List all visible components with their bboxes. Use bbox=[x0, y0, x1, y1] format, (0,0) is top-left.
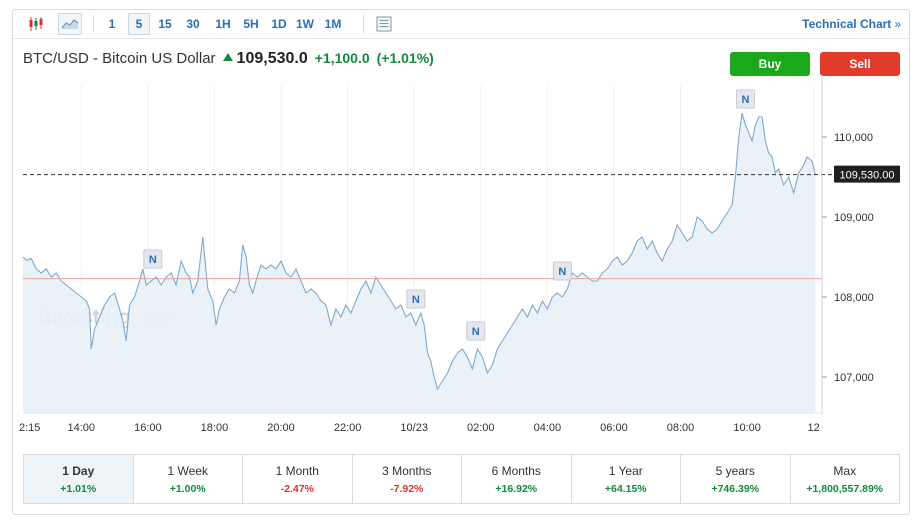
last-price-tag-label: 109,530.00 bbox=[839, 170, 894, 182]
news-marker[interactable] bbox=[466, 321, 486, 341]
period-label: 1 Week bbox=[167, 463, 208, 478]
news-marker[interactable] bbox=[735, 89, 755, 109]
period-1-month[interactable]: 1 Month -2.47% bbox=[243, 455, 353, 503]
up-arrow-icon bbox=[222, 53, 233, 61]
x-tick-label: 18:00 bbox=[201, 422, 229, 434]
period-label: 1 Month bbox=[275, 463, 319, 478]
period-1-year[interactable]: 1 Year +64.15% bbox=[572, 455, 681, 503]
last-price-tag bbox=[834, 165, 900, 183]
x-tick-label: 10/23 bbox=[400, 422, 428, 434]
chart-widget: 1 5 15 30 1H 5H 1D 1W 1M Technical Chart» BTC/US… bbox=[12, 9, 910, 515]
period-label: 1 Year bbox=[608, 463, 643, 478]
interval-1m[interactable]: 1M bbox=[324, 17, 342, 31]
period-label: Max bbox=[833, 463, 857, 478]
x-tick-label: 2:15 bbox=[19, 422, 40, 434]
x-tick-label: 20:00 bbox=[267, 422, 295, 434]
sell-button[interactable]: Sell bbox=[820, 52, 900, 76]
x-tick-label: 14:00 bbox=[67, 422, 95, 434]
y-tick-label: 108,000 bbox=[834, 292, 874, 304]
technical-chart-link[interactable]: Technical Chart» bbox=[802, 17, 901, 31]
price-line bbox=[22, 112, 816, 391]
period-1-day[interactable]: 1 Day +1.01% bbox=[24, 455, 134, 503]
y-tick-label: 107,000 bbox=[834, 372, 874, 384]
x-tick-label: 22:00 bbox=[334, 422, 362, 434]
area-chart-icon[interactable] bbox=[58, 13, 82, 35]
x-tick-label: 04:00 bbox=[534, 422, 562, 434]
x-tick-label: 10:00 bbox=[733, 422, 761, 434]
period-5-years[interactable]: 5 years +746.39% bbox=[681, 455, 791, 503]
technical-chart-label: Technical Chart bbox=[802, 17, 892, 31]
news-marker[interactable] bbox=[406, 289, 426, 309]
price-change: +1,100.0 bbox=[314, 50, 370, 66]
news-marker-label: N bbox=[741, 94, 749, 106]
x-tick-label: 06:00 bbox=[600, 422, 628, 434]
period-change: +1.01% bbox=[60, 482, 97, 495]
x-tick-label: 12 bbox=[808, 422, 820, 434]
price-change-percent: (+1.01%) bbox=[376, 50, 434, 66]
period-change: +64.15% bbox=[604, 482, 647, 495]
interval-30[interactable]: 30 bbox=[186, 17, 200, 31]
period-change: -7.92% bbox=[390, 482, 424, 495]
period-label: 6 Months bbox=[491, 463, 541, 478]
chart-toolbar: 1 5 15 30 1H 5H 1D 1W 1M Technical Chart» bbox=[13, 10, 909, 39]
interval-5[interactable]: 5 bbox=[128, 13, 150, 35]
price-area bbox=[23, 113, 816, 413]
news-marker-label: N bbox=[472, 326, 480, 338]
interval-5h[interactable]: 5H bbox=[243, 17, 259, 31]
interval-1[interactable]: 1 bbox=[108, 17, 116, 31]
period-change: +1.00% bbox=[169, 482, 206, 495]
period-label: 3 Months bbox=[382, 463, 432, 478]
x-tick-label: 16:00 bbox=[134, 422, 162, 434]
last-price: 109,530.0 bbox=[236, 50, 308, 67]
period-change: +746.39% bbox=[711, 482, 760, 495]
news-marker[interactable] bbox=[552, 261, 572, 281]
news-marker[interactable] bbox=[143, 249, 163, 269]
period-6-months[interactable]: 6 Months +16.92% bbox=[462, 455, 572, 503]
period-label: 1 Day bbox=[62, 463, 95, 478]
news-marker-label: N bbox=[558, 266, 566, 278]
toolbar-divider bbox=[93, 15, 94, 33]
x-tick-label: 02:00 bbox=[467, 422, 495, 434]
interval-1h[interactable]: 1H bbox=[215, 17, 231, 31]
buy-button[interactable]: Buy bbox=[730, 52, 810, 76]
interval-15[interactable]: 15 bbox=[158, 17, 172, 31]
period-3-months[interactable]: 3 Months -7.92% bbox=[353, 455, 462, 503]
instrument-name: BTC/USD - Bitcoin US Dollar bbox=[23, 50, 216, 67]
price-chart[interactable]: Investing.com110,000109,000108,000107,00… bbox=[13, 10, 911, 450]
interval-1d[interactable]: 1D bbox=[271, 17, 287, 31]
period-max[interactable]: Max +1,800,557.89% bbox=[791, 455, 900, 503]
interval-1w[interactable]: 1W bbox=[296, 17, 314, 31]
table-view-icon[interactable] bbox=[373, 13, 395, 35]
news-marker-label: N bbox=[149, 254, 157, 266]
period-change: +1,800,557.89% bbox=[806, 482, 884, 495]
period-label: 5 years bbox=[715, 463, 755, 478]
period-change: -2.47% bbox=[280, 482, 314, 495]
y-tick-label: 109,000 bbox=[834, 212, 874, 224]
period-1-week[interactable]: 1 Week +1.00% bbox=[134, 455, 243, 503]
candlestick-icon[interactable] bbox=[25, 13, 47, 35]
x-tick-label: 08:00 bbox=[667, 422, 695, 434]
quote-header: BTC/USD - Bitcoin US Dollar 109,530.0 +1… bbox=[23, 50, 441, 72]
period-change: +16.92% bbox=[495, 482, 538, 495]
double-chevron-right-icon: » bbox=[894, 17, 901, 31]
news-marker-label: N bbox=[412, 294, 420, 306]
toolbar-divider bbox=[363, 15, 364, 33]
y-tick-label: 110,000 bbox=[834, 132, 873, 144]
performance-periods: 1 Day +1.01% 1 Week +1.00% 1 Month -2.47% 3 Mo… bbox=[23, 454, 900, 504]
